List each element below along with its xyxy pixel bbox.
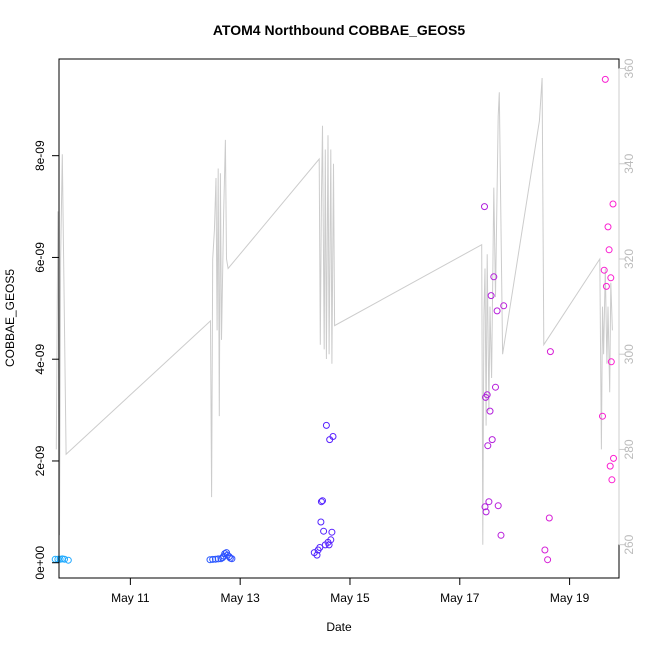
y-tick-label: 8e-09 <box>33 140 47 171</box>
data-point <box>497 531 505 539</box>
data-point <box>605 246 613 254</box>
data-point <box>544 556 552 564</box>
y-axis-label: COBBAE_GEOS5 <box>3 269 17 367</box>
y2-tick-label: 360 <box>622 58 636 78</box>
y2-tick-label: 280 <box>622 439 636 459</box>
data-point <box>313 551 321 559</box>
x-axis: May 11 May 13 May 15 May 17 May 19 <box>111 577 590 605</box>
data-point <box>541 546 549 554</box>
y2-tick-label: 340 <box>622 153 636 173</box>
data-point <box>322 421 330 429</box>
data-point <box>61 555 68 563</box>
data-point <box>64 556 72 564</box>
y-tick-label: 2e-09 <box>33 445 47 476</box>
data-point <box>606 462 614 470</box>
data-point <box>609 200 617 208</box>
data-point <box>482 508 490 516</box>
data-point <box>317 518 325 526</box>
data-point <box>316 544 324 551</box>
x-axis-label: Date <box>326 620 352 634</box>
data-point <box>490 273 498 281</box>
data-point <box>481 203 488 211</box>
data-point <box>485 498 493 506</box>
y2-tick-label: 300 <box>622 344 636 364</box>
data-point <box>329 433 337 440</box>
y2-tick-label: 320 <box>622 249 636 269</box>
plot-frame <box>58 58 620 579</box>
data-point <box>494 502 502 510</box>
data-point <box>492 383 499 391</box>
data-point <box>481 503 489 511</box>
data-point <box>599 412 606 420</box>
data-point <box>483 391 491 399</box>
data-point <box>600 266 608 274</box>
y-axis: 0e+00 2e-09 4e-09 6e-09 8e-09 <box>33 140 60 580</box>
secondary-series-line <box>55 77 613 545</box>
data-point <box>607 274 615 282</box>
secondary-line-layer <box>55 77 613 545</box>
data-point <box>320 527 328 535</box>
y2-tick-label: 260 <box>622 534 636 554</box>
y-tick-label: 0e+00 <box>33 546 47 580</box>
data-point <box>214 555 222 563</box>
x-tick-label: May 19 <box>550 591 590 605</box>
data-point <box>488 436 496 444</box>
data-point <box>328 528 336 536</box>
data-point <box>317 498 325 506</box>
data-point <box>487 292 495 300</box>
data-point <box>604 223 612 231</box>
data-point <box>601 75 609 83</box>
data-point <box>228 555 236 563</box>
data-point <box>319 497 326 505</box>
data-point <box>493 307 501 315</box>
data-point <box>545 514 553 522</box>
y-tick-label: 6e-09 <box>33 242 47 273</box>
chart-title: ATOM4 Northbound COBBAE_GEOS5 <box>213 22 465 38</box>
data-point <box>602 282 610 290</box>
data-point <box>484 442 492 450</box>
data-point <box>327 536 335 544</box>
x-tick-label: May 13 <box>220 591 260 605</box>
y-tick-label: 4e-09 <box>33 344 47 375</box>
data-point <box>610 454 617 462</box>
y2-axis: 260 280 300 320 340 360 <box>618 58 636 555</box>
data-point <box>608 476 616 484</box>
x-tick-label: May 17 <box>440 591 480 605</box>
points-layer <box>51 75 617 564</box>
x-tick-label: May 11 <box>111 591 150 605</box>
data-point <box>607 358 615 366</box>
data-point <box>54 555 62 563</box>
data-point <box>500 302 508 310</box>
data-point <box>546 348 554 356</box>
x-tick-label: May 15 <box>330 591 370 605</box>
data-point <box>486 407 494 415</box>
